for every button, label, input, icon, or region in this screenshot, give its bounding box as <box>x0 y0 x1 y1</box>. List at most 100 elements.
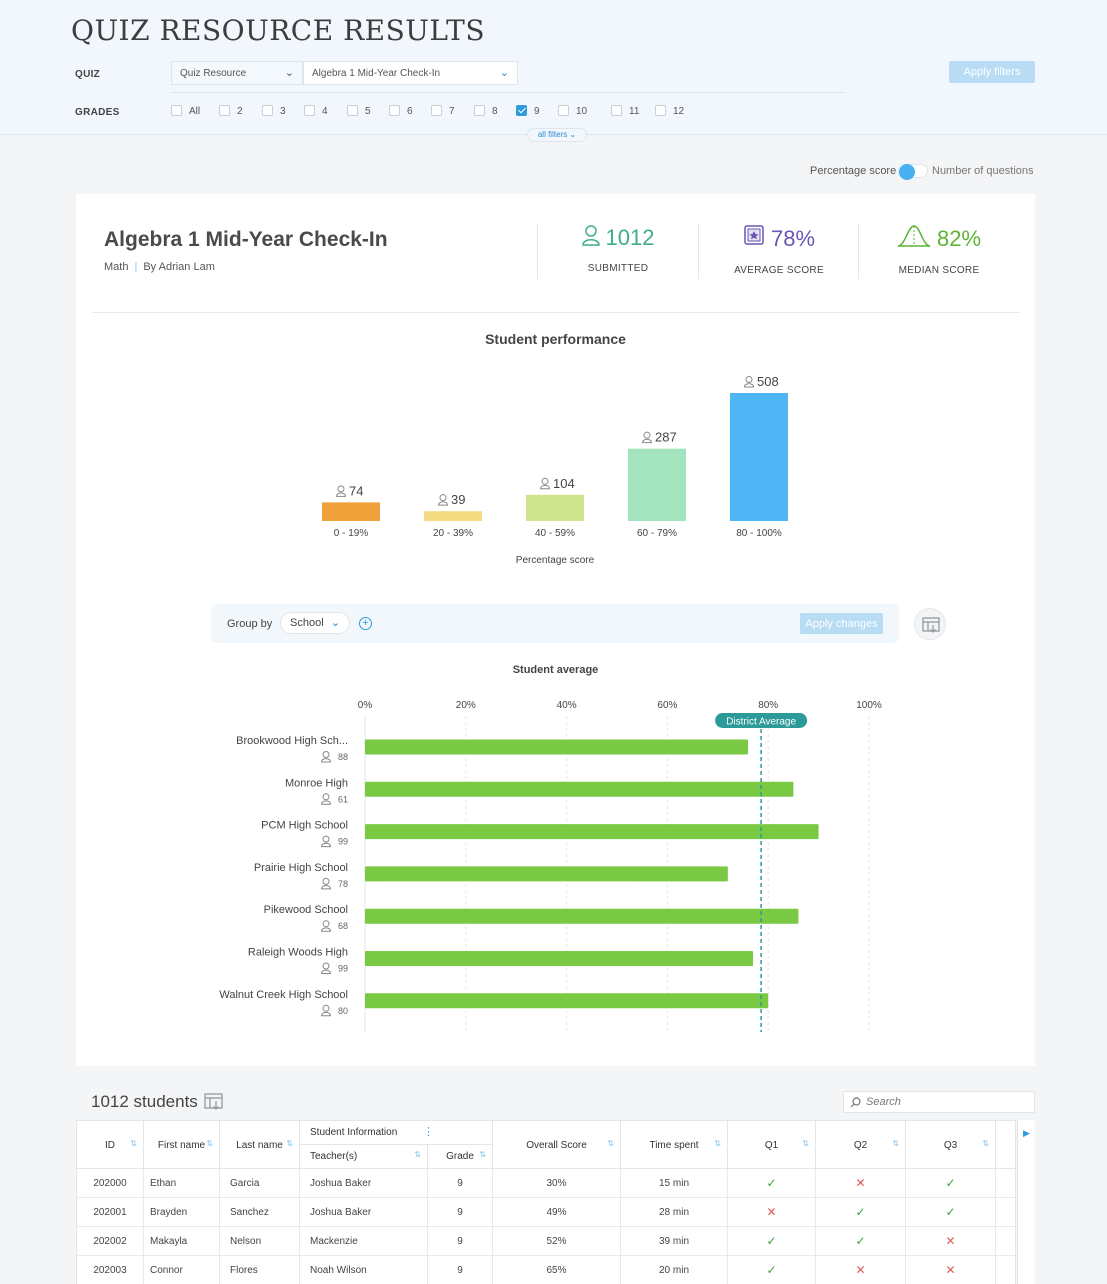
badge-icon <box>743 224 765 253</box>
cell-value: Ethan <box>150 1178 177 1189</box>
checkbox-box <box>347 105 358 116</box>
checkbox-box <box>431 105 442 116</box>
performance-category-label: 60 - 79% <box>637 528 677 539</box>
search-icon <box>850 1097 861 1108</box>
check-icon: ✓ <box>766 1176 777 1190</box>
column-header-last-name[interactable]: Last name ⇅ <box>220 1121 300 1169</box>
performance-bar[interactable] <box>730 393 788 521</box>
toggle-knob <box>899 164 915 180</box>
all-filters-button[interactable]: all filters ⌄ <box>527 128 587 142</box>
export-chart-button[interactable] <box>914 608 946 640</box>
column-header-q2[interactable]: Q2 ⇅ <box>816 1121 906 1169</box>
performance-chart: 74 0 - 19% 39 20 - 39% 104 40 - 59% 287 60 - 79… <box>322 374 788 566</box>
header-label: Time spent <box>649 1140 699 1151</box>
table-cell-time: 20 min <box>621 1256 728 1284</box>
performance-bar[interactable] <box>526 494 584 521</box>
grade-label: 9 <box>534 106 540 117</box>
performance-chart-title: Student performance <box>485 331 626 347</box>
table-cell-grade: 9 <box>428 1227 493 1256</box>
school-count-label: 99 <box>338 964 348 974</box>
table-row[interactable]: 202001 Brayden Sanchez Joshua Baker 9 49% 28 m… <box>77 1198 1015 1227</box>
column-header-first-name[interactable]: First name ⇅ <box>144 1121 220 1169</box>
header-label: Last name <box>236 1140 283 1151</box>
user-icon <box>581 224 600 251</box>
cell-value: Nelson <box>230 1236 262 1247</box>
column-header-overall-score[interactable]: Overall Score ⇅ <box>493 1121 621 1169</box>
quiz-name-select[interactable]: Algebra 1 Mid-Year Check-In ⌄ <box>303 61 518 85</box>
search-input[interactable]: Search <box>843 1091 1035 1113</box>
table-cell-id: 202001 <box>77 1198 144 1227</box>
school-average-bar[interactable] <box>365 781 794 797</box>
column-header-time-spent[interactable]: Time spent ⇅ <box>621 1121 728 1169</box>
grade-label: 4 <box>322 106 328 117</box>
cell-value: Connor <box>150 1265 183 1276</box>
table-cell-score: 65% <box>493 1256 621 1284</box>
table-cell-score: 49% <box>493 1198 621 1227</box>
sort-icon: ⇅ <box>892 1139 899 1148</box>
apply-changes-button[interactable]: Apply changes <box>800 613 883 634</box>
sort-icon: ⇅ <box>802 1139 809 1148</box>
school-average-bar[interactable] <box>365 993 769 1009</box>
export-icon[interactable] <box>204 1092 224 1112</box>
school-average-bar[interactable] <box>365 739 749 755</box>
x-tick-label: 20% <box>456 700 476 711</box>
column-header-teachers[interactable]: Teacher(s) ⇅ <box>300 1145 428 1169</box>
sort-icon: ⇅ <box>479 1150 486 1159</box>
cell-value: 15 min <box>658 1178 689 1189</box>
group-by-label: Group by <box>227 618 273 630</box>
school-name-label: Pikewood School <box>264 904 348 916</box>
table-row[interactable]: 202000 Ethan Garcia Joshua Baker 9 30% 15 min ✓… <box>77 1169 1015 1198</box>
checkbox-box <box>516 105 527 116</box>
stat-submitted: 1012 SUBMITTED <box>538 224 698 279</box>
school-average-bar[interactable] <box>365 824 819 840</box>
score-mode-toggle[interactable] <box>898 164 928 180</box>
median-score-label: MEDIAN SCORE <box>898 265 980 276</box>
students-table: ID ⇅ First name ⇅ Last name ⇅ Student Infor… <box>76 1120 1016 1284</box>
performance-bar[interactable] <box>628 448 686 521</box>
x-tick-label: 100% <box>856 700 882 711</box>
school-average-bar[interactable] <box>365 951 754 966</box>
school-average-bar[interactable] <box>365 866 728 882</box>
stat-divider <box>537 224 538 279</box>
grades-filter-label: GRADES <box>75 107 120 118</box>
header-label: Teacher(s) <box>310 1151 358 1162</box>
table-cell-q3: ✕ <box>906 1227 996 1256</box>
sort-icon: ⇅ <box>130 1139 137 1148</box>
cell-value: Garcia <box>230 1178 260 1189</box>
table-cell-first: Makayla <box>144 1227 220 1256</box>
column-header-q3[interactable]: Q3 ⇅ <box>906 1121 996 1169</box>
table-cell-q2: ✕ <box>816 1169 906 1198</box>
group-by-select[interactable]: School ⌄ <box>280 612 350 634</box>
table-cell-first: Ethan <box>144 1169 220 1198</box>
column-header-id[interactable]: ID ⇅ <box>77 1121 144 1169</box>
cell-value: Sanchez <box>230 1207 269 1218</box>
more-options-icon[interactable]: ⋮ <box>423 1126 434 1138</box>
table-cell-time: 39 min <box>621 1227 728 1256</box>
school-name-label: Brookwood High Sch... <box>236 735 348 747</box>
school-average-bar[interactable] <box>365 908 799 924</box>
column-header-q1[interactable]: Q1 ⇅ <box>728 1121 816 1169</box>
table-cell-last: Flores <box>220 1256 300 1284</box>
average-chart-title: Student average <box>512 664 599 676</box>
table-cell-last: Sanchez <box>220 1198 300 1227</box>
header-label: Overall Score <box>526 1140 587 1151</box>
table-scroll-right[interactable]: ▶ <box>1017 1120 1035 1284</box>
checkbox-box <box>304 105 315 116</box>
column-header-grade[interactable]: Grade ⇅ <box>428 1145 493 1169</box>
group-by-bar: Group by School ⌄ + Apply changes <box>211 604 899 643</box>
table-row[interactable]: 202002 Makayla Nelson Mackenzie 9 52% 39 min ✓ ✓… <box>77 1227 1015 1256</box>
add-group-icon[interactable]: + <box>359 617 372 630</box>
check-icon: ✓ <box>855 1205 866 1219</box>
filter-header: QUIZ RESOURCE RESULTS QUIZ Quiz Resource… <box>0 0 1107 142</box>
table-row[interactable]: 202003 Connor Flores Noah Wilson 9 65% 20 min ✓… <box>77 1256 1015 1284</box>
grade-label: 7 <box>449 106 455 117</box>
performance-bar[interactable] <box>424 511 482 521</box>
quiz-type-select[interactable]: Quiz Resource ⌄ <box>171 61 303 85</box>
sort-icon: ⇅ <box>286 1139 293 1148</box>
performance-bar[interactable] <box>322 502 380 521</box>
cross-icon: ✕ <box>855 1263 866 1277</box>
apply-filters-button[interactable]: Apply filters <box>949 61 1035 83</box>
sort-icon: ⇅ <box>714 1139 721 1148</box>
score-mode-toggle-area: Percentage score Number of questions <box>780 163 1036 180</box>
school-name-label: Prairie High School <box>254 862 348 874</box>
